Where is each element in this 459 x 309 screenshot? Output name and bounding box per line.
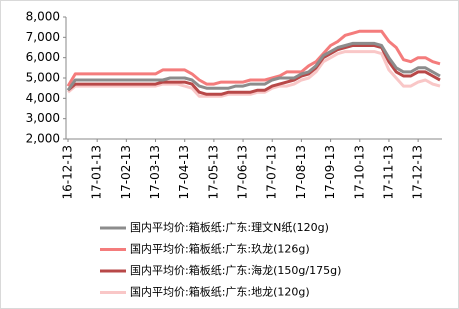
legend-label: 国内平均价:箱板纸:广东:理文N纸(120g): [130, 220, 329, 234]
x-tick-label: 16-12-13: [61, 145, 75, 199]
y-tick-label: 7,000: [26, 30, 60, 44]
legend-label: 国内平均价:箱板纸:广东:地龙(120g): [130, 285, 310, 299]
x-tick-label: 17-09-13: [323, 145, 337, 199]
y-tick-label: 8,000: [26, 10, 60, 24]
x-tick-label: 17-10-13: [352, 145, 366, 199]
y-tick-label: 4,000: [26, 91, 60, 105]
x-tick-label: 17-05-13: [206, 145, 220, 199]
legend-label: 国内平均价:箱板纸:广东:海龙(150g/175g): [130, 263, 341, 277]
x-tick-label: 17-11-13: [381, 145, 395, 199]
x-tick-label: 17-01-13: [90, 145, 104, 199]
y-tick-label: 6,000: [26, 50, 60, 64]
y-tick-label: 2,000: [26, 132, 60, 146]
y-tick-label: 5,000: [26, 71, 60, 85]
legend-label: 国内平均价:箱板纸:广东:玖龙(126g): [130, 242, 310, 256]
x-tick-label: 17-08-13: [294, 145, 308, 199]
y-tick-label: 3,000: [26, 111, 60, 125]
series-line: [66, 41, 441, 92]
x-tick-label: 17-12-13: [411, 145, 425, 199]
x-tick-label: 17-04-13: [177, 145, 191, 199]
x-tick-label: 17-02-13: [119, 145, 133, 199]
x-tick-label: 17-06-13: [236, 145, 250, 199]
series-line: [66, 29, 441, 87]
series-line: [67, 50, 441, 98]
x-tick-label: 17-07-13: [265, 145, 279, 199]
series-line: [67, 44, 441, 96]
x-tick-label: 17-03-13: [148, 145, 162, 199]
